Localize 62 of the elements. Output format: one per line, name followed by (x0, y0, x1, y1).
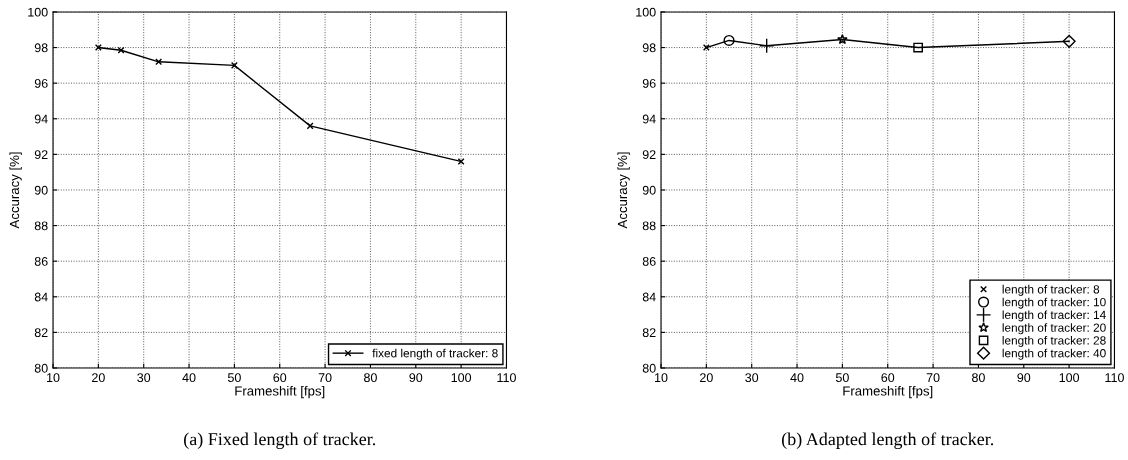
y-tick-label: 80 (642, 363, 656, 373)
x-tick-label: 90 (1017, 373, 1031, 383)
point (94, 44, 102, 52)
x-axis-title: Frameshift [fps] (843, 385, 933, 399)
y-tick-label: 88 (34, 221, 48, 231)
x-tick-label: 20 (700, 373, 713, 383)
y-tick-label: 84 (34, 292, 48, 302)
x-tick-label: 110 (497, 373, 516, 383)
x-tick-label: 50 (227, 373, 241, 383)
y-tick-label: 92 (34, 150, 48, 160)
y-tick-label: 82 (642, 328, 656, 338)
point (155, 58, 163, 66)
x-tick-label: 100 (451, 373, 472, 383)
x-tick-label: 70 (926, 373, 940, 383)
y-tick-label: 84 (642, 292, 656, 302)
text: (b) Adapted length of tracker. (781, 432, 994, 450)
x-tick-label: 60 (273, 373, 287, 383)
legend-label: length of tracker: 14 (1002, 310, 1106, 322)
y-tick-label: 88 (642, 221, 656, 231)
y-axis-title: Accuracy [%] (617, 152, 630, 229)
y-tick-label: 100 (636, 7, 656, 17)
x-tick-label: 20 (92, 373, 105, 383)
y-tick-label: 92 (642, 150, 656, 160)
y-tick-label: 98 (34, 43, 48, 53)
x-tick-label: 40 (182, 373, 196, 383)
x-tick-label: 100 (1059, 373, 1080, 383)
y-tick-label: 100 (28, 7, 48, 17)
y-tick-label: 86 (642, 256, 656, 266)
x-tick-label: 10 (655, 373, 668, 383)
y-tick-label: 98 (642, 43, 656, 53)
y-tick-label: 90 (642, 185, 656, 195)
x-tick-label: 80 (364, 373, 377, 383)
legend-label: length of tracker: 8 (1002, 284, 1100, 296)
legend-label: length of tracker: 40 (1002, 348, 1106, 360)
point (117, 46, 125, 54)
legend-label: length of tracker: 20 (1002, 323, 1106, 335)
y-tick-label: 90 (34, 185, 48, 195)
x-tick-label: 10 (47, 373, 60, 383)
y-tick-label: 94 (642, 114, 656, 124)
legend-label: length of tracker: 28 (1002, 335, 1106, 347)
y-tick-label: 82 (34, 328, 48, 338)
x-tick-label: 50 (835, 373, 849, 383)
x-tick-label: 60 (881, 373, 895, 383)
legend-label: fixed length of tracker: 8 (372, 348, 498, 360)
y-tick-label: 86 (34, 256, 48, 266)
y-tick-label: 80 (34, 363, 48, 373)
legend-label: length of tracker: 10 (1002, 297, 1106, 309)
text: (a) Fixed length of tracker. (184, 432, 376, 450)
x-axis-title: Frameshift [fps] (235, 385, 325, 399)
x-tick-label: 90 (409, 373, 423, 383)
x-tick-label: 70 (318, 373, 332, 383)
point (457, 158, 465, 165)
y-tick-label: 96 (34, 78, 48, 88)
point (230, 61, 238, 69)
x-tick-label: 40 (790, 373, 804, 383)
y-tick-label: 94 (34, 114, 48, 124)
y-axis-title: Accuracy [%] (9, 152, 22, 229)
y-tick-label: 96 (642, 78, 656, 88)
x-tick-label: 30 (137, 373, 151, 383)
x-tick-label: 80 (972, 373, 985, 383)
x-tick-label: 110 (1105, 373, 1124, 383)
x-tick-label: 30 (745, 373, 759, 383)
